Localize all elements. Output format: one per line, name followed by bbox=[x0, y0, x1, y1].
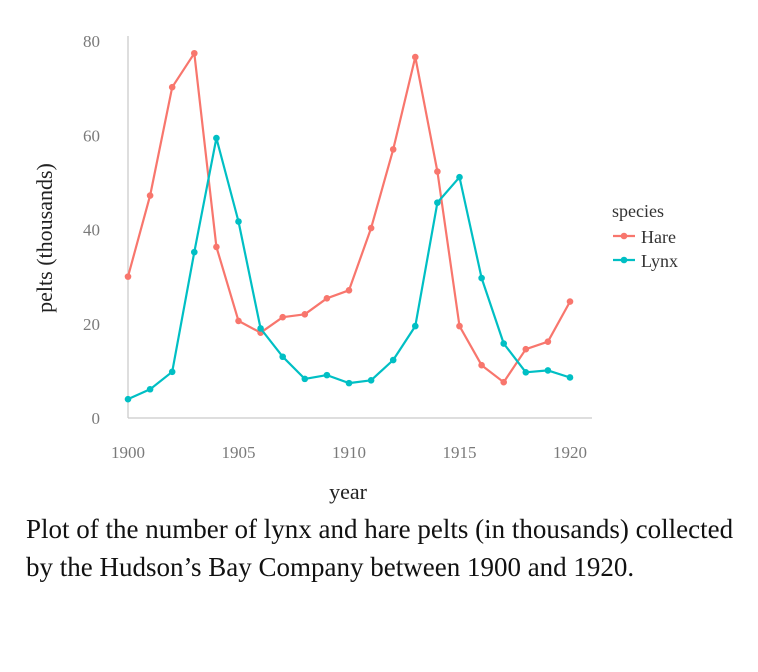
data-point-lynx bbox=[522, 368, 530, 376]
x-tick-label: 1910 bbox=[332, 443, 366, 462]
data-point-lynx bbox=[456, 173, 463, 181]
axes: 0 20 40 60 80 1900 1905 1910 1915 1920 bbox=[83, 32, 592, 462]
data-point-hare bbox=[146, 192, 154, 199]
data-point-hare bbox=[456, 322, 463, 330]
y-axis-title: pelts (thousands) bbox=[32, 163, 57, 313]
data-point-hare bbox=[235, 317, 242, 325]
data-point-lynx bbox=[389, 356, 397, 364]
data-point-lynx bbox=[367, 377, 375, 384]
y-tick-label: 0 bbox=[92, 409, 101, 428]
data-point-lynx bbox=[412, 322, 419, 330]
data-point-lynx bbox=[478, 274, 485, 282]
data-point-lynx bbox=[345, 379, 353, 387]
data-point-hare bbox=[434, 168, 441, 175]
data-point-hare bbox=[279, 313, 287, 321]
x-tick-label: 1920 bbox=[553, 443, 587, 462]
data-point-hare bbox=[544, 338, 552, 345]
data-point-lynx bbox=[168, 368, 176, 376]
data-point-lynx bbox=[146, 385, 154, 393]
series-line-hare bbox=[126, 52, 571, 384]
data-point-lynx bbox=[235, 218, 242, 225]
data-point-hare bbox=[124, 273, 132, 280]
data-point-lynx bbox=[434, 199, 441, 206]
data-point-hare bbox=[168, 83, 176, 91]
legend-title: species bbox=[612, 201, 664, 221]
x-tick-label: 1905 bbox=[222, 443, 256, 462]
y-tick-label: 60 bbox=[83, 126, 100, 145]
data-point-hare bbox=[345, 286, 353, 294]
legend-label-lynx: Lynx bbox=[641, 251, 678, 271]
data-point-lynx bbox=[191, 248, 198, 256]
x-axis-title: year bbox=[329, 479, 368, 504]
lynx-hare-line-chart: 0 20 40 60 80 1900 1905 1910 1915 1920 year pelts… bbox=[32, 32, 678, 504]
y-tick-label: 20 bbox=[83, 315, 100, 334]
data-point-lynx bbox=[323, 371, 331, 379]
data-point-lynx bbox=[124, 395, 132, 403]
legend: species Hare Lynx bbox=[612, 201, 678, 271]
data-point-hare bbox=[566, 298, 574, 305]
data-point-hare bbox=[500, 378, 508, 386]
data-point-hare bbox=[191, 49, 198, 57]
figure-caption: Plot of the number of lynx and hare pelt… bbox=[26, 514, 734, 582]
data-point-lynx bbox=[257, 325, 264, 332]
legend-key-point-lynx bbox=[620, 256, 628, 264]
plot-marks bbox=[124, 49, 574, 403]
data-point-hare bbox=[323, 295, 331, 302]
data-point-hare bbox=[213, 243, 220, 251]
x-tick-label: 1900 bbox=[111, 443, 145, 462]
legend-key-point-hare bbox=[620, 232, 628, 240]
data-point-hare bbox=[478, 361, 485, 369]
data-point-lynx bbox=[213, 134, 220, 142]
data-point-lynx bbox=[301, 375, 309, 383]
data-point-hare bbox=[412, 53, 419, 61]
x-tick-label: 1915 bbox=[443, 443, 477, 462]
data-point-lynx bbox=[566, 374, 574, 381]
y-tick-label: 40 bbox=[83, 221, 100, 240]
data-point-lynx bbox=[279, 353, 287, 361]
data-point-lynx bbox=[544, 367, 552, 374]
data-point-hare bbox=[389, 146, 397, 153]
legend-label-hare: Hare bbox=[641, 227, 676, 247]
data-point-hare bbox=[367, 224, 375, 232]
data-point-hare bbox=[301, 311, 309, 318]
series-line-lynx bbox=[127, 137, 571, 401]
data-point-hare bbox=[522, 345, 530, 353]
y-tick-label: 80 bbox=[83, 32, 100, 51]
data-point-lynx bbox=[500, 340, 508, 347]
